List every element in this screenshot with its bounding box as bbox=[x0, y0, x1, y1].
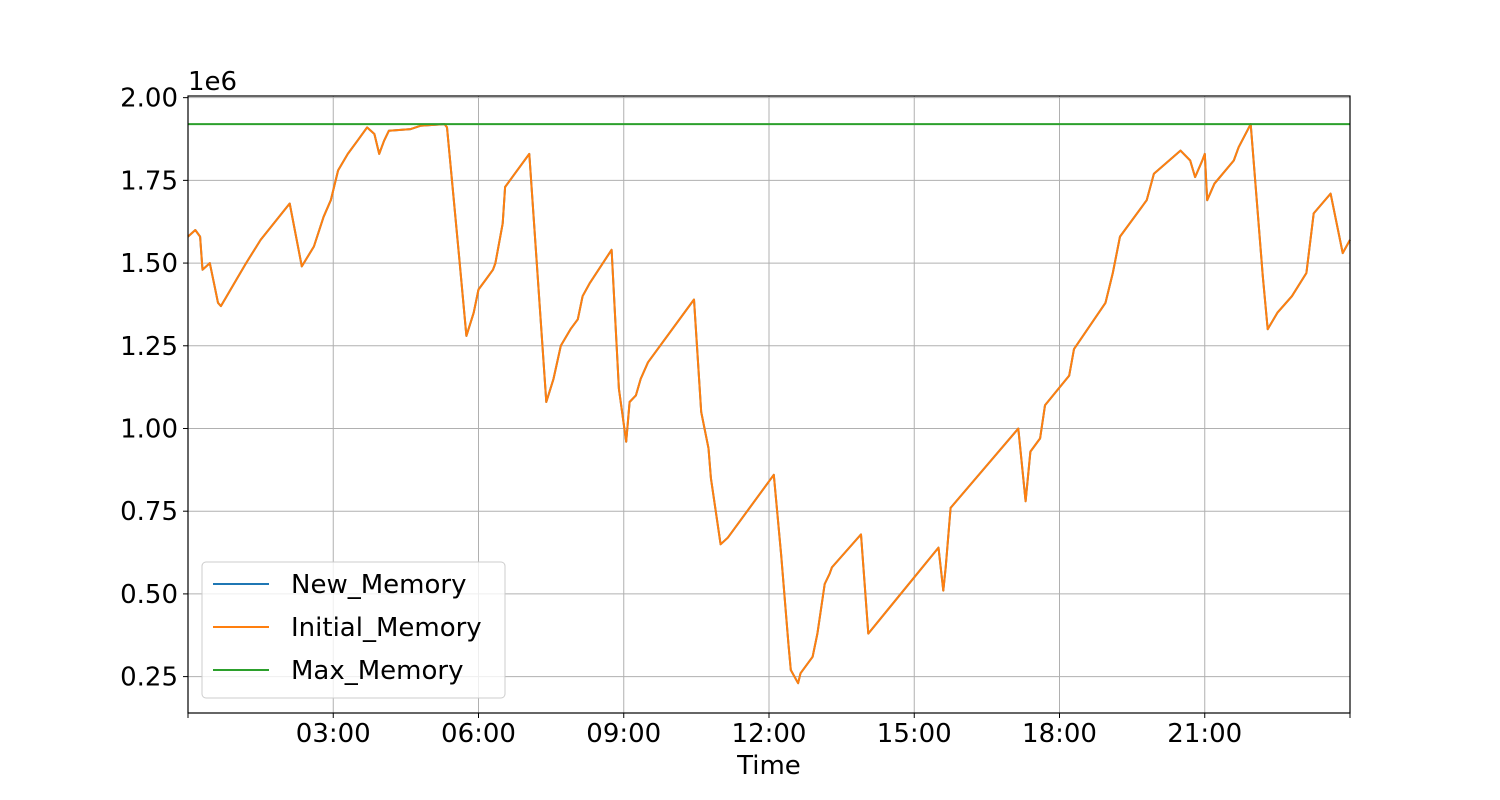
y-tick-label: 0.50 bbox=[120, 580, 178, 610]
y-tick-label: 1.00 bbox=[120, 414, 178, 444]
legend-label-initial-memory: Initial_Memory bbox=[291, 613, 482, 643]
y-tick-label: 0.75 bbox=[120, 497, 178, 527]
x-tick-label: 15:00 bbox=[877, 719, 952, 749]
grid-lines bbox=[188, 96, 1350, 713]
x-tick-label: 21:00 bbox=[1167, 719, 1242, 749]
x-tick-label: 03:00 bbox=[296, 719, 371, 749]
legend: New_Memory Initial_Memory Max_Memory bbox=[201, 561, 506, 699]
legend-label-new-memory: New_Memory bbox=[291, 570, 466, 600]
y-tick-label: 1.50 bbox=[120, 249, 178, 279]
legend-label-max-memory: Max_Memory bbox=[291, 656, 464, 686]
y-tick-label: 2.00 bbox=[120, 84, 178, 114]
x-axis-label: Time bbox=[736, 751, 801, 781]
y-tick-label: 0.25 bbox=[120, 663, 178, 693]
y-offset-text: 1e6 bbox=[188, 67, 237, 97]
axis-ticks: 03:00 06:00 09:00 12:00 15:00 18:00 21:00 0.25 0… bbox=[120, 84, 1351, 749]
x-tick-label: 18:00 bbox=[1022, 719, 1097, 749]
y-tick-label: 1.25 bbox=[120, 332, 178, 362]
series-line-initial-memory bbox=[187, 123, 1351, 685]
legend-box bbox=[201, 561, 506, 699]
x-tick-label: 12:00 bbox=[732, 719, 807, 749]
y-tick-label: 1.75 bbox=[120, 166, 178, 196]
x-tick-label: 06:00 bbox=[441, 719, 516, 749]
series-lines bbox=[187, 123, 1351, 685]
x-tick-label: 09:00 bbox=[586, 719, 661, 749]
